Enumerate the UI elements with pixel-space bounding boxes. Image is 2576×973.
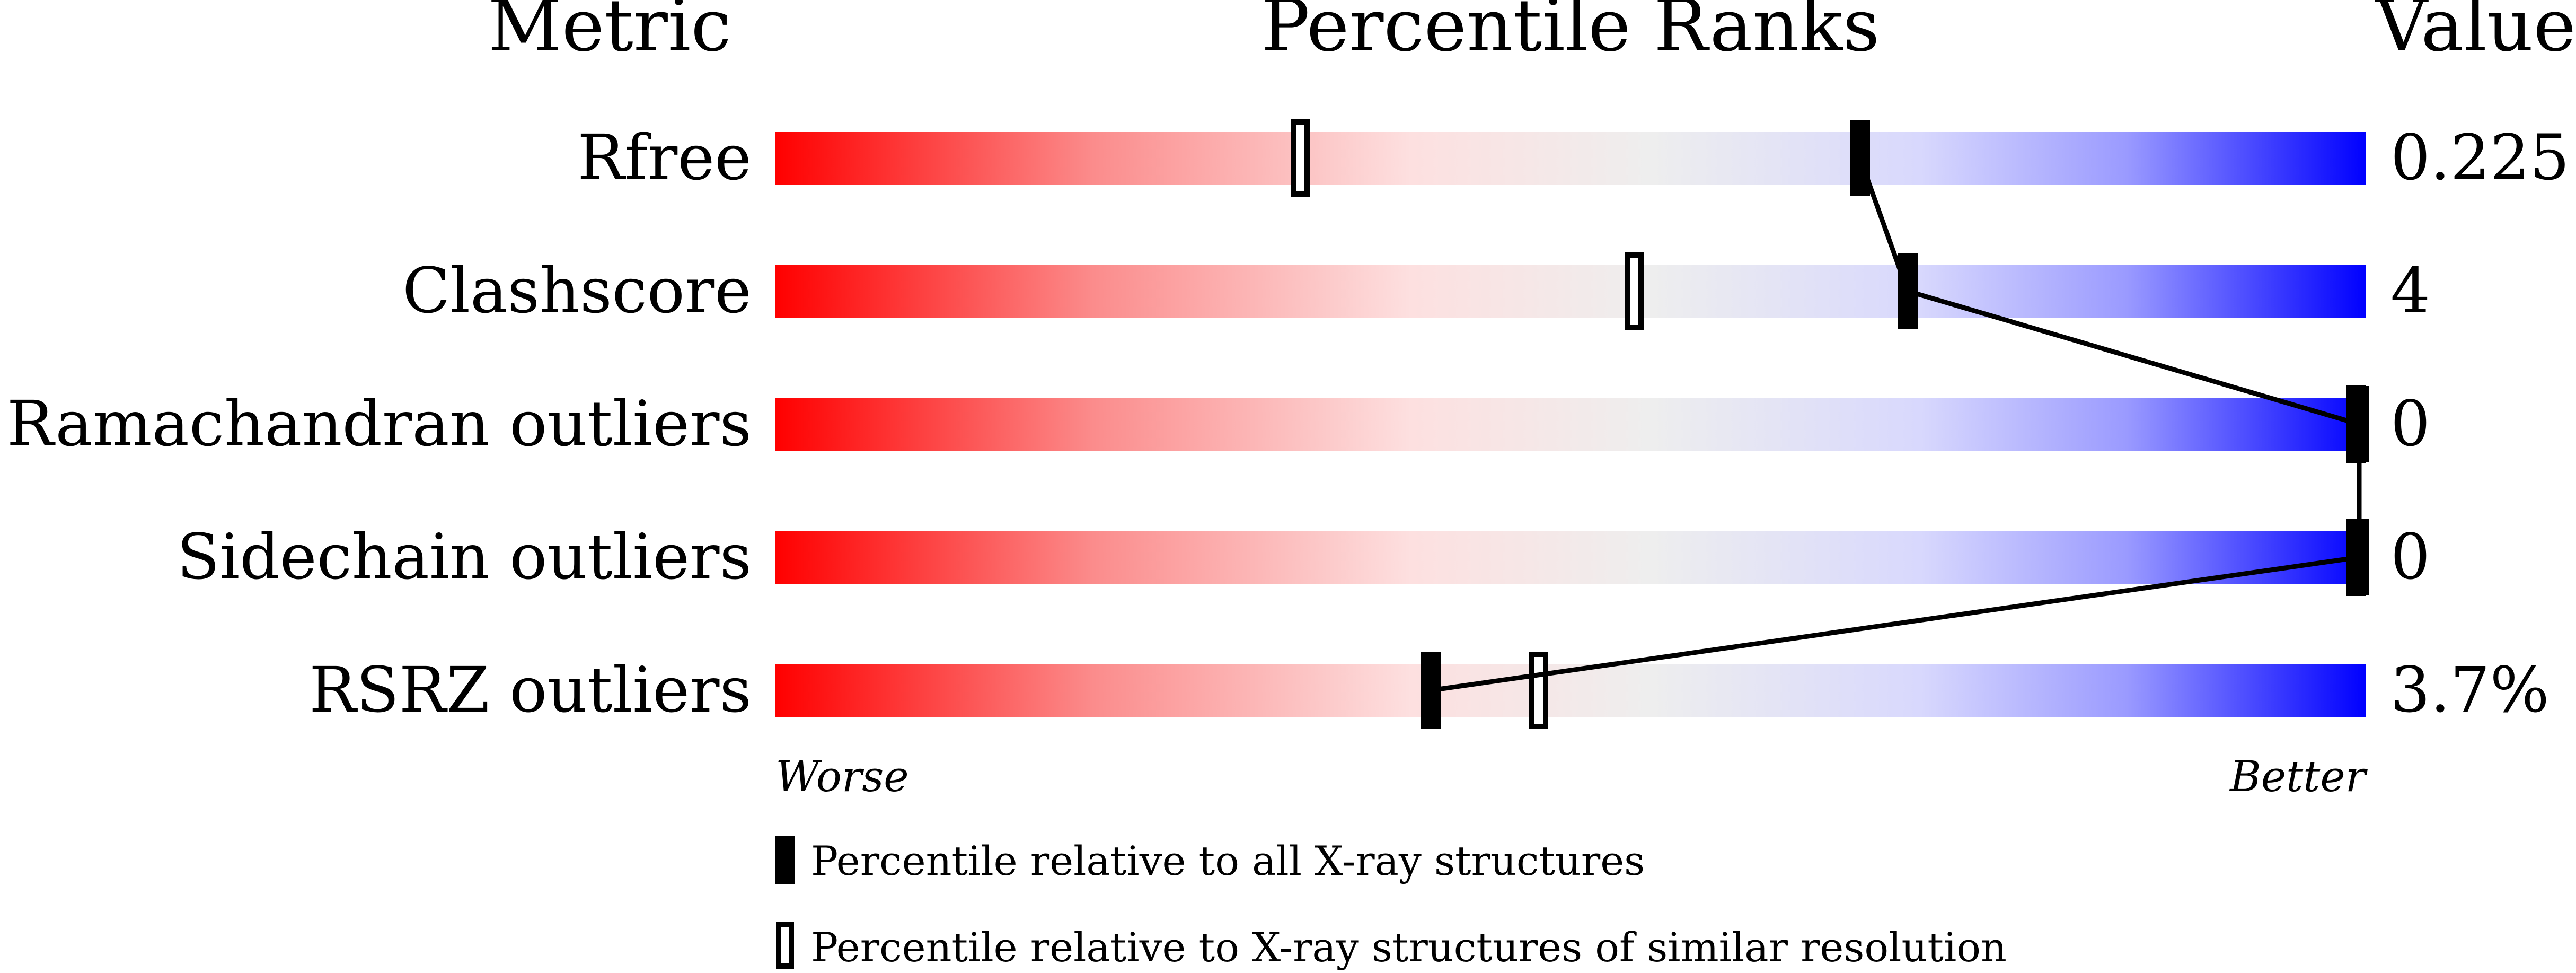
header-metric: Metric (488, 0, 731, 68)
metric-label: Ramachandran outliers (7, 387, 752, 460)
legend-open-label: Percentile relative to X-ray structures … (811, 924, 2007, 971)
similar-resolution-marker (1625, 252, 1644, 330)
all-structures-marker (2349, 386, 2369, 462)
percentile-bar (775, 265, 2366, 318)
similar-resolution-marker (1529, 652, 1548, 729)
legend: Percentile relative to all X-ray structu… (775, 836, 2007, 971)
similar-resolution-marker (1291, 119, 1310, 197)
all-structures-marker (1421, 652, 1441, 729)
better-label: Better (2229, 752, 2368, 801)
percentile-bar (775, 531, 2366, 584)
metric-value: 0 (2390, 387, 2430, 460)
all-structures-marker (2349, 519, 2369, 595)
metric-label: Rfree (577, 121, 752, 194)
header-percentile-ranks: Percentile Ranks (1261, 0, 1880, 68)
metric-value: 0 (2390, 520, 2430, 593)
metric-label: Clashscore (402, 254, 752, 327)
all-structures-marker (1898, 253, 1918, 329)
metric-value: 3.7% (2390, 653, 2549, 726)
metric-label: Sidechain outliers (177, 520, 752, 593)
all-structures-marker (1850, 120, 1870, 196)
metric-label: RSRZ outliers (309, 653, 752, 726)
metric-value: 4 (2390, 254, 2430, 327)
percentile-bar (775, 132, 2366, 185)
header-value: Value (2375, 0, 2576, 68)
legend-filled-marker (775, 836, 795, 884)
legend-open-marker (776, 922, 794, 969)
worse-label: Worse (775, 752, 909, 801)
legend-filled-label: Percentile relative to all X-ray structu… (811, 837, 1645, 884)
percentile-bar (775, 398, 2366, 451)
metric-value: 0.225 (2390, 121, 2570, 194)
